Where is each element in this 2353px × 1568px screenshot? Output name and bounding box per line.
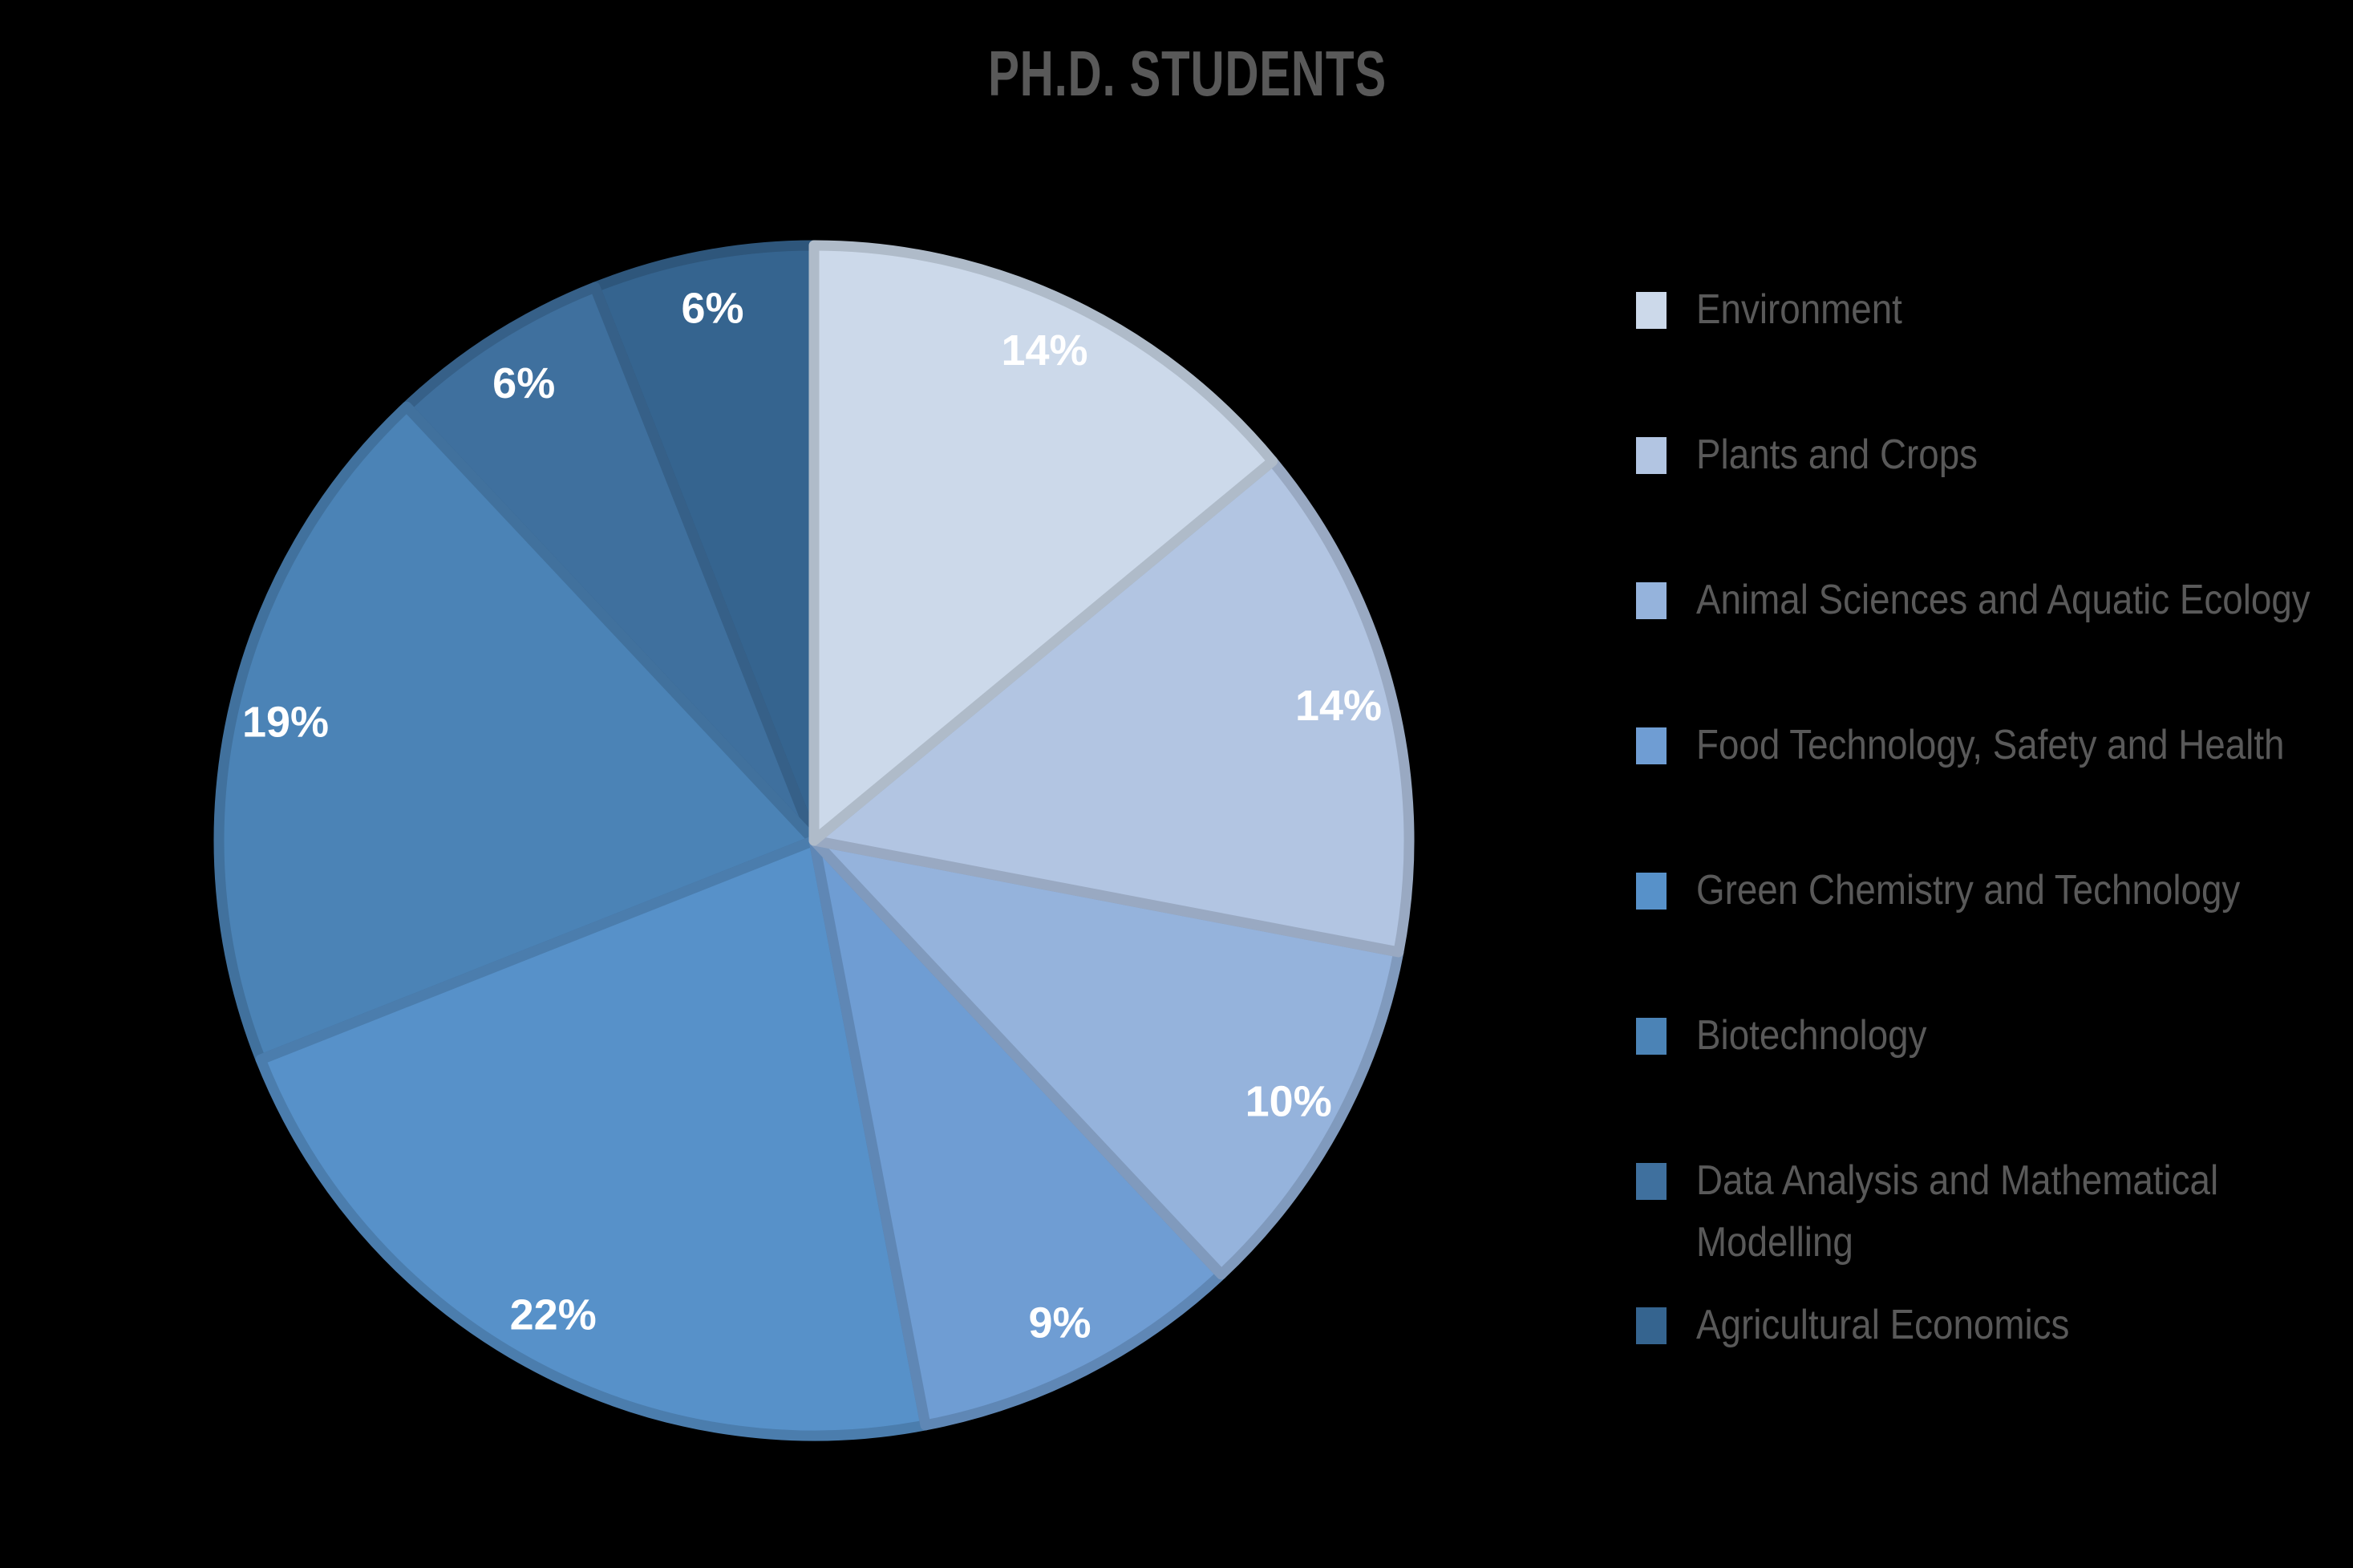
pie-slice-plants-and-crops	[808, 456, 1415, 958]
legend-label: Plants and Crops	[1696, 432, 1978, 478]
legend-label: Food Technology, Safety and Health	[1696, 722, 2285, 768]
legend-swatch	[1636, 1163, 1667, 1200]
legend-item-plants-and-crops: Plants and Crops	[1636, 424, 2353, 486]
pie-data-label-green-chemistry-and-technology: 22%	[510, 1291, 597, 1339]
legend-label: Animal Sciences and Aquatic Ecology	[1696, 577, 2310, 623]
legend-label: Environment	[1696, 286, 1902, 333]
legend-item-biotechnology: Biotechnology	[1636, 1005, 2353, 1067]
legend-item-green-chemistry-and-technology: Green Chemistry and Technology	[1636, 860, 2353, 922]
legend-item-food-technology-safety-and-health: Food Technology, Safety and Health	[1636, 715, 2353, 776]
pie-data-label-data-analysis-and-mathematical-modelling: 6%	[492, 359, 555, 407]
legend-swatch	[1636, 727, 1667, 764]
legend-label: Biotechnology	[1696, 1012, 1927, 1059]
pie-data-label-environment: 14%	[1001, 326, 1087, 375]
pie-data-label-plants-and-crops: 14%	[1295, 682, 1382, 730]
legend-item-animal-sciences-and-aquatic-ecology: Animal Sciences and Aquatic Ecology	[1636, 569, 2353, 631]
chart-title: PH.D. STUDENTS	[988, 42, 1534, 106]
legend-swatch	[1636, 582, 1667, 619]
pie-data-label-agricultural-economics: 6%	[681, 285, 743, 333]
pie-slice-data-analysis-and-mathematical-modelling	[401, 282, 820, 846]
pie-data-label-biotechnology: 19%	[242, 699, 329, 747]
pie-data-label-food-technology-safety-and-health: 9%	[1028, 1299, 1091, 1347]
pie-data-label-animal-sciences-and-aquatic-ecology: 10%	[1245, 1077, 1332, 1125]
legend-label: Agricultural Economics	[1696, 1302, 2070, 1348]
legend-label: Green Chemistry and Technology	[1696, 867, 2241, 914]
legend-item-data-analysis-and-mathematical-modelling: Data Analysis and Mathematical Modelling	[1636, 1150, 2353, 1274]
pie-slice-animal-sciences-and-aquatic-ecology	[808, 835, 1404, 1280]
legend-swatch	[1636, 292, 1667, 329]
legend-label: Data Analysis and Mathematical Modelling	[1696, 1157, 2219, 1266]
legend-swatch	[1636, 873, 1667, 910]
legend-item-environment: Environment	[1636, 279, 2353, 341]
legend-swatch	[1636, 1018, 1667, 1055]
pie-slice-food-technology-safety-and-health	[808, 835, 1227, 1431]
pie-slice-green-chemistry-and-technology	[255, 835, 931, 1441]
legend-item-agricultural-economics: Agricultural Economics	[1636, 1295, 2353, 1356]
legend-swatch	[1636, 1307, 1667, 1344]
chart-title-text: PH.D. STUDENTS	[988, 38, 1387, 109]
legend-swatch	[1636, 437, 1667, 474]
pie-slice-environment	[808, 240, 1278, 846]
